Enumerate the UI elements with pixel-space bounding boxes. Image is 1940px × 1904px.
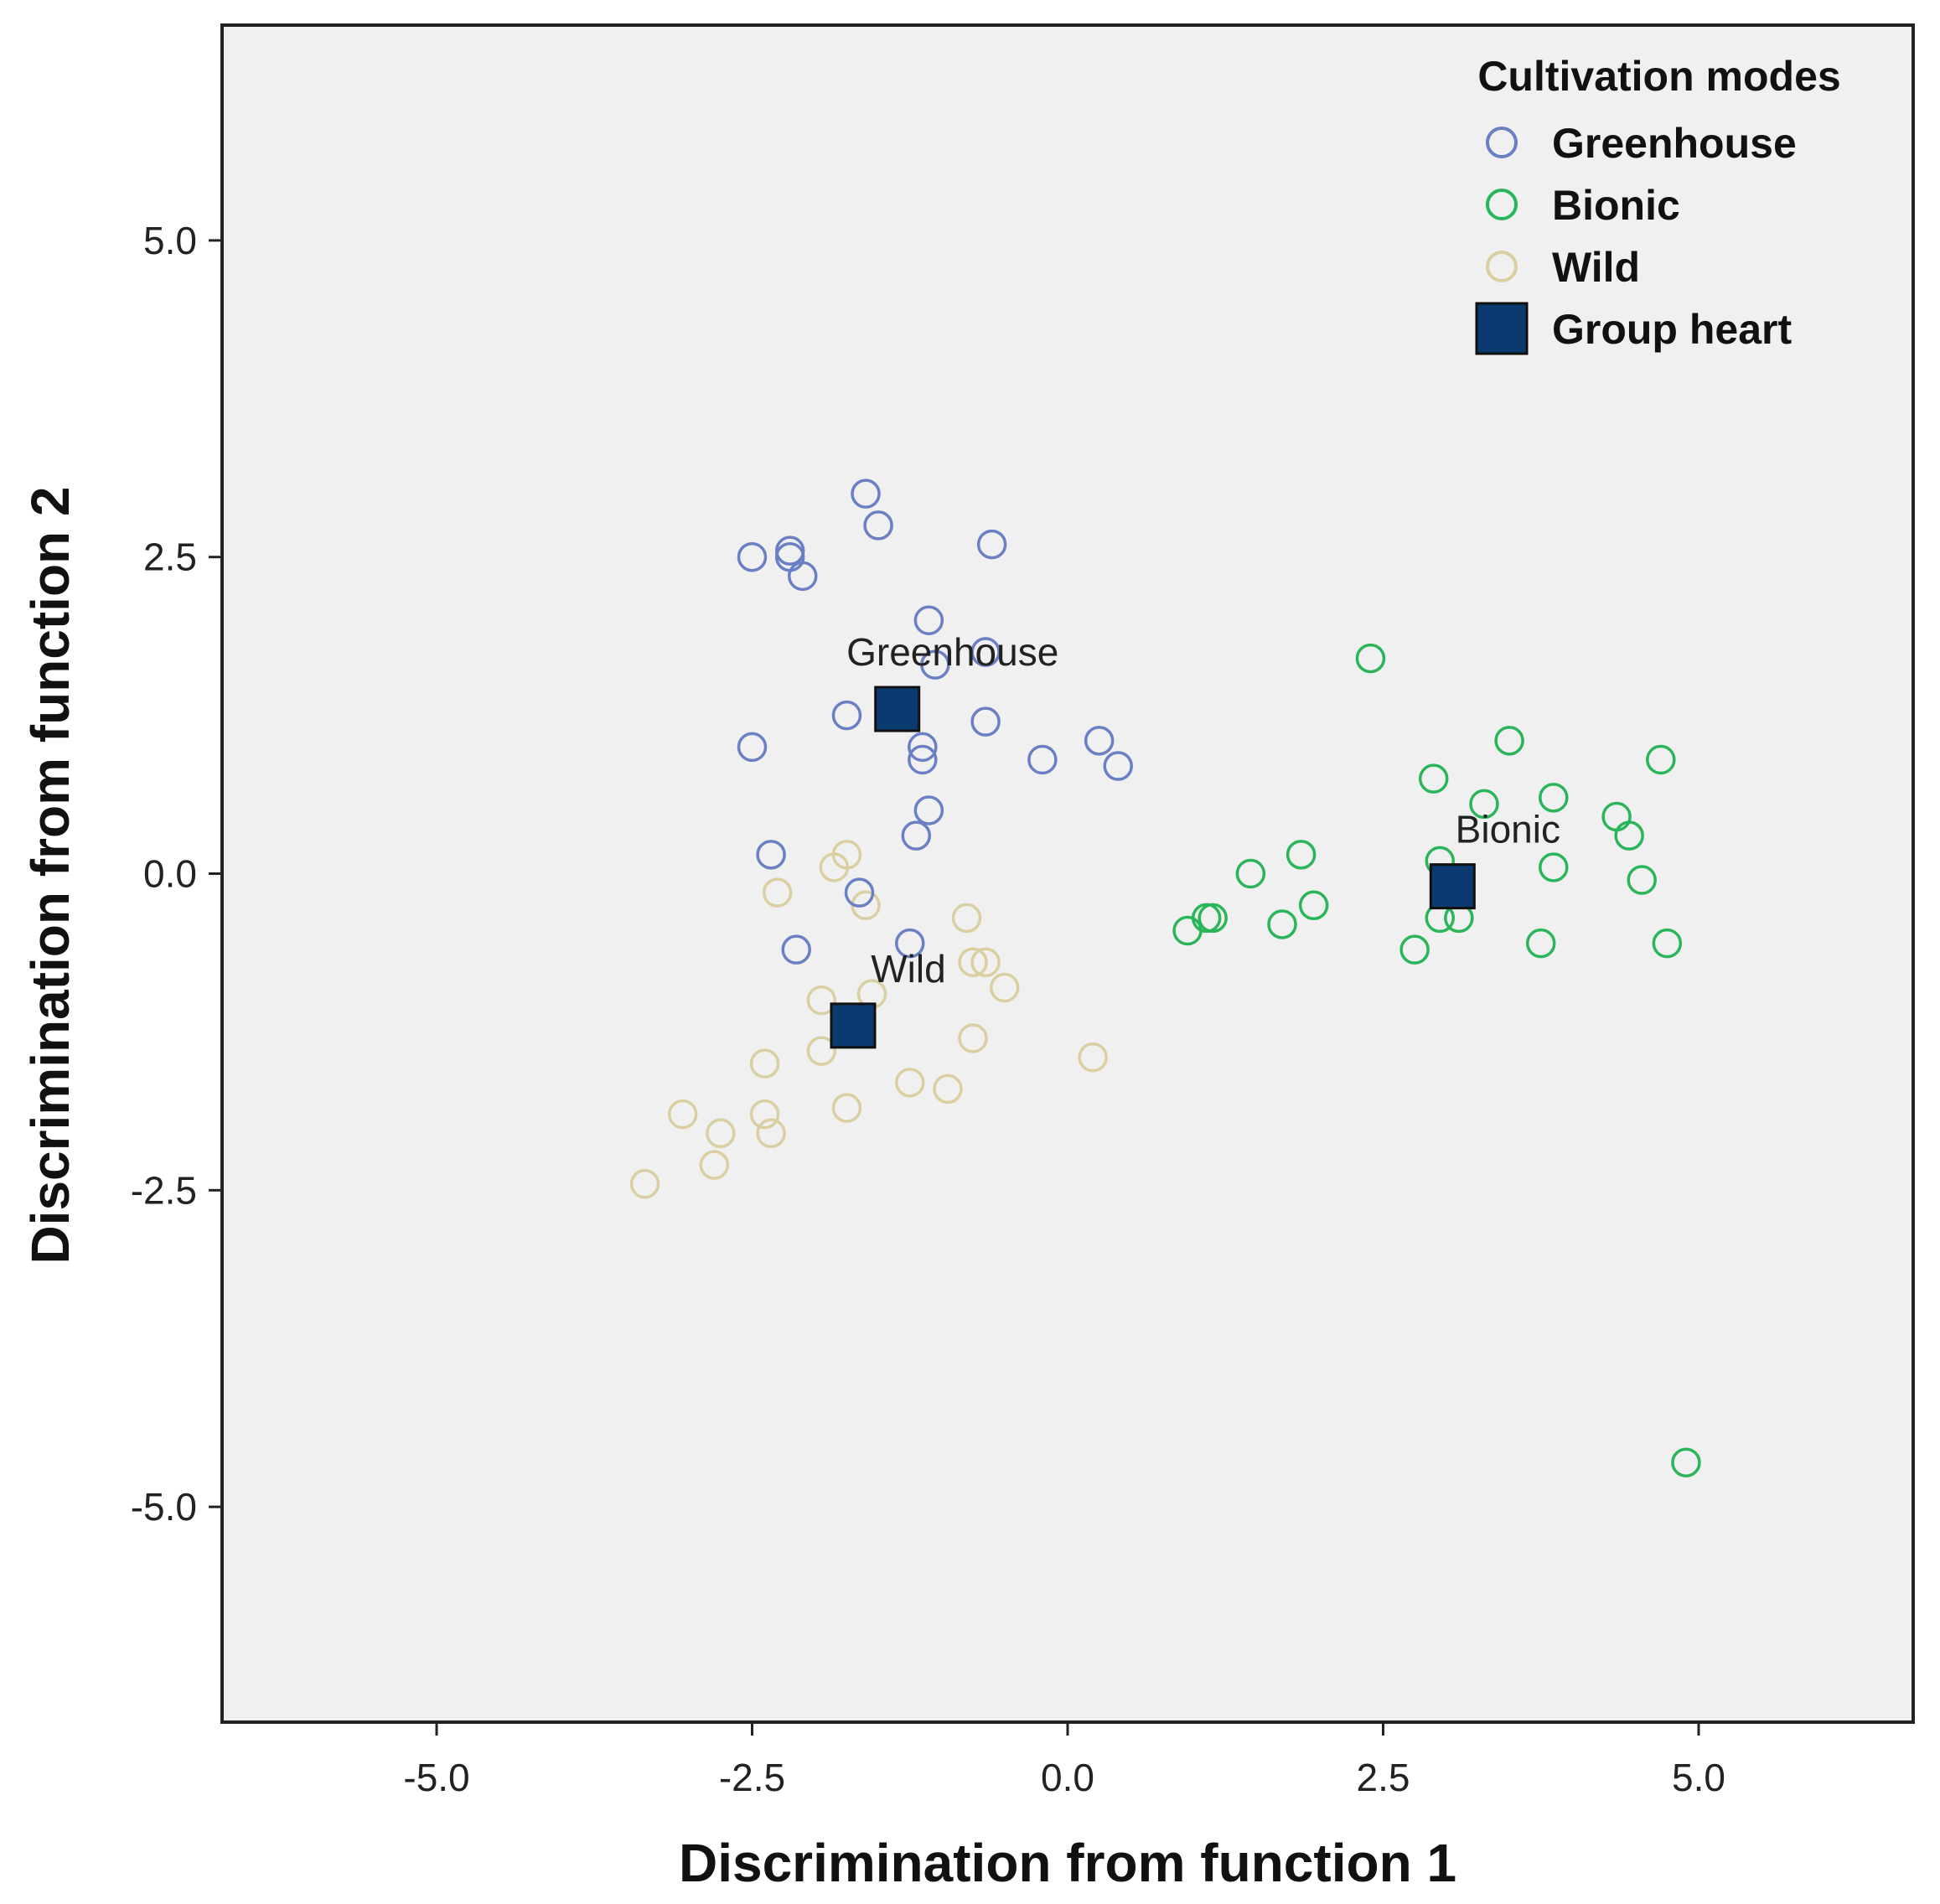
x-tick-label: -5.0 xyxy=(403,1756,469,1799)
point-wild xyxy=(989,972,1020,1003)
point-greenhouse xyxy=(895,928,925,959)
point-greenhouse xyxy=(831,700,862,731)
point-wild xyxy=(806,1036,837,1066)
point-wild xyxy=(756,1118,786,1149)
point-greenhouse xyxy=(737,732,768,763)
point-bionic xyxy=(1418,763,1449,794)
point-wild xyxy=(933,1074,963,1105)
point-wild xyxy=(762,877,793,908)
legend-label-group-heart: Group heart xyxy=(1552,306,1792,353)
point-greenhouse xyxy=(913,605,944,636)
legend-marker-square xyxy=(1475,302,1529,355)
point-greenhouse xyxy=(863,510,893,541)
point-bionic xyxy=(1267,909,1297,939)
x-tick-label: 0.0 xyxy=(1041,1756,1094,1799)
point-bionic xyxy=(1469,789,1499,820)
point-greenhouse xyxy=(756,840,786,870)
point-bionic xyxy=(1198,903,1228,934)
plot-frame xyxy=(220,23,1915,1724)
point-greenhouse xyxy=(976,529,1007,560)
point-wild xyxy=(819,852,850,882)
centroid-label-greenhouse: Greenhouse xyxy=(846,630,1058,674)
point-greenhouse xyxy=(781,934,811,965)
point-greenhouse xyxy=(737,541,768,572)
x-axis-title: Discrimination from function 1 xyxy=(679,1833,1456,1893)
y-tick-label: -5.0 xyxy=(131,1485,197,1529)
point-greenhouse xyxy=(844,877,875,908)
point-bionic xyxy=(1355,643,1386,674)
data-points xyxy=(629,479,1701,1477)
point-bionic xyxy=(1286,840,1317,870)
point-bionic xyxy=(1614,820,1644,851)
legend-marker-bionic xyxy=(1486,189,1518,220)
point-wild xyxy=(667,1099,698,1130)
group-centroids: Greenhouse Bionic Wild xyxy=(830,630,1560,1049)
point-wild xyxy=(958,947,988,978)
x-tick-label: -2.5 xyxy=(719,1756,785,1799)
point-greenhouse xyxy=(1084,726,1115,756)
centroid-label-wild: Wild xyxy=(871,947,945,991)
point-bionic xyxy=(1539,783,1569,813)
point-wild xyxy=(1078,1042,1108,1073)
y-tick-label: 2.5 xyxy=(143,536,197,579)
legend-label-wild: Wild xyxy=(1552,244,1640,291)
point-greenhouse xyxy=(1027,744,1058,775)
point-bionic xyxy=(1399,934,1430,965)
centroid-greenhouse xyxy=(874,686,921,732)
point-greenhouse xyxy=(970,637,1001,667)
point-wild xyxy=(958,1023,988,1053)
point-bionic xyxy=(1494,726,1524,756)
centroid-label-bionic: Bionic xyxy=(1456,808,1560,851)
plot-area xyxy=(222,25,1913,1722)
x-tick-label: 2.5 xyxy=(1357,1756,1410,1799)
point-wild xyxy=(699,1150,730,1180)
legend: Cultivation modes Greenhouse Bionic Wild Gro… xyxy=(1475,53,1841,355)
point-bionic xyxy=(1298,890,1329,921)
y-tick-label: 5.0 xyxy=(143,219,197,262)
x-tick-label: 5.0 xyxy=(1672,1756,1725,1799)
point-wild xyxy=(706,1118,736,1149)
y-axis-title: Discrimination from function 2 xyxy=(20,486,80,1264)
point-wild xyxy=(749,1099,780,1130)
y-tick-label: -2.5 xyxy=(131,1168,197,1212)
point-bionic xyxy=(1671,1447,1701,1477)
y-tick-label: 0.0 xyxy=(143,852,197,896)
legend-label-bionic: Bionic xyxy=(1552,182,1680,229)
axis-ticks: -5.0 -2.5 0.0 2.5 5.0 -5.0 -2.5 0.0 2.5 5.0 xyxy=(131,219,1725,1799)
point-bionic xyxy=(1646,744,1676,775)
point-greenhouse xyxy=(970,706,1001,737)
point-bionic xyxy=(1627,865,1657,895)
centroid-bionic xyxy=(1429,863,1476,910)
centroid-wild xyxy=(830,1002,877,1049)
point-wild xyxy=(895,1068,925,1098)
point-wild xyxy=(629,1168,660,1199)
point-bionic xyxy=(1235,858,1266,889)
point-greenhouse xyxy=(908,732,938,763)
point-greenhouse xyxy=(1103,751,1133,781)
point-bionic xyxy=(1539,852,1569,882)
legend-title: Cultivation modes xyxy=(1477,53,1840,100)
point-greenhouse xyxy=(787,561,818,592)
legend-marker-wild xyxy=(1486,251,1518,282)
point-greenhouse xyxy=(913,795,944,825)
point-wild xyxy=(951,903,982,934)
point-bionic xyxy=(1172,915,1203,946)
point-greenhouse xyxy=(851,479,881,509)
legend-marker-greenhouse xyxy=(1486,127,1518,158)
point-wild xyxy=(970,947,1001,978)
point-bionic xyxy=(1525,928,1556,959)
point-wild xyxy=(749,1048,780,1079)
point-greenhouse xyxy=(920,649,950,680)
point-bionic xyxy=(1652,928,1683,959)
point-greenhouse xyxy=(908,744,938,775)
point-wild xyxy=(831,1093,862,1123)
point-wild xyxy=(806,985,837,1016)
legend-label-greenhouse: Greenhouse xyxy=(1552,120,1797,167)
point-greenhouse xyxy=(901,820,932,851)
